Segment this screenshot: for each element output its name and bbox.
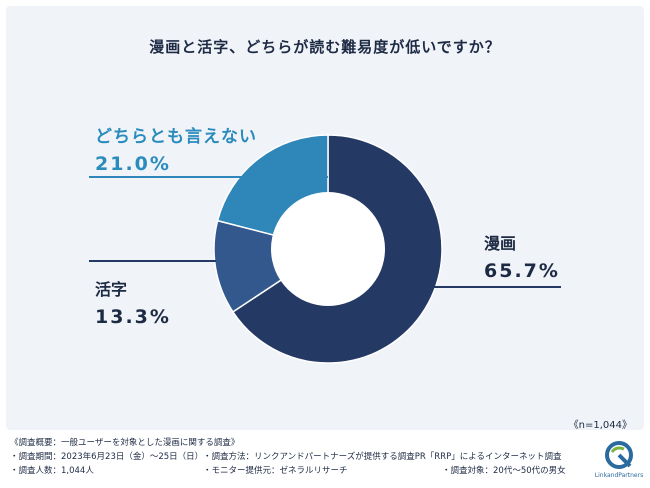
slice-name-neutral: どちらとも言えない (95, 127, 257, 147)
chart-card: 漫画と活字、どちらが読む難易度が低いですか？ どちらとも言えない 21.0% 漫… (6, 6, 644, 431)
slice-value-katsuji: 13.3% (95, 306, 171, 328)
logo-text: LinkandPartners (594, 472, 644, 479)
slice-label-katsuji: 活字 13.3% (95, 276, 171, 328)
survey-summary: 《調査概要：一般ユーザーを対象とした漫画に関する調査》 ・調査期間：2023年6… (10, 436, 600, 478)
summary-count: ・調査人数：1,044人 (10, 466, 94, 476)
slice-label-neutral: どちらとも言えない 21.0% (95, 122, 257, 175)
slice-value-neutral: 21.0% (95, 153, 171, 175)
slice-name-katsuji: 活字 (95, 280, 128, 299)
donut-chart (89, 134, 561, 364)
summary-period: ・調査期間：2023年6月23日（金）〜25日（日） (10, 452, 204, 462)
summary-monitor: ・モニター提供元：ゼネラルリサーチ (203, 466, 348, 476)
logo-mark-icon (605, 441, 633, 469)
chart-title: 漫画と活字、どちらが読む難易度が低いですか？ (149, 38, 501, 56)
slice-value-manga: 65.7% (484, 260, 560, 282)
summary-method: ・調査方法：リンクアンドパートナーズが提供する調査PR「RRP」によるインターネ… (203, 452, 562, 462)
slice-name-manga: 漫画 (484, 234, 517, 253)
slice-label-manga: 漫画 65.7% (484, 230, 560, 282)
donut-hole (271, 192, 385, 306)
summary-row-1: ・調査期間：2023年6月23日（金）〜25日（日） ・調査方法：リンクアンドパ… (10, 450, 600, 464)
summary-heading-row: 《調査概要：一般ユーザーを対象とした漫画に関する調査》 (10, 436, 600, 450)
company-logo: LinkandPartners (594, 440, 644, 484)
summary-target: ・調査対象：20代〜50代の男女 (442, 466, 566, 476)
summary-heading: 《調査概要：一般ユーザーを対象とした漫画に関する調査》 (10, 438, 240, 448)
sample-size: 《n=1,044》 (568, 420, 632, 431)
summary-row-2: ・調査人数：1,044人 ・モニター提供元：ゼネラルリサーチ ・調査対象：20代… (10, 464, 600, 478)
